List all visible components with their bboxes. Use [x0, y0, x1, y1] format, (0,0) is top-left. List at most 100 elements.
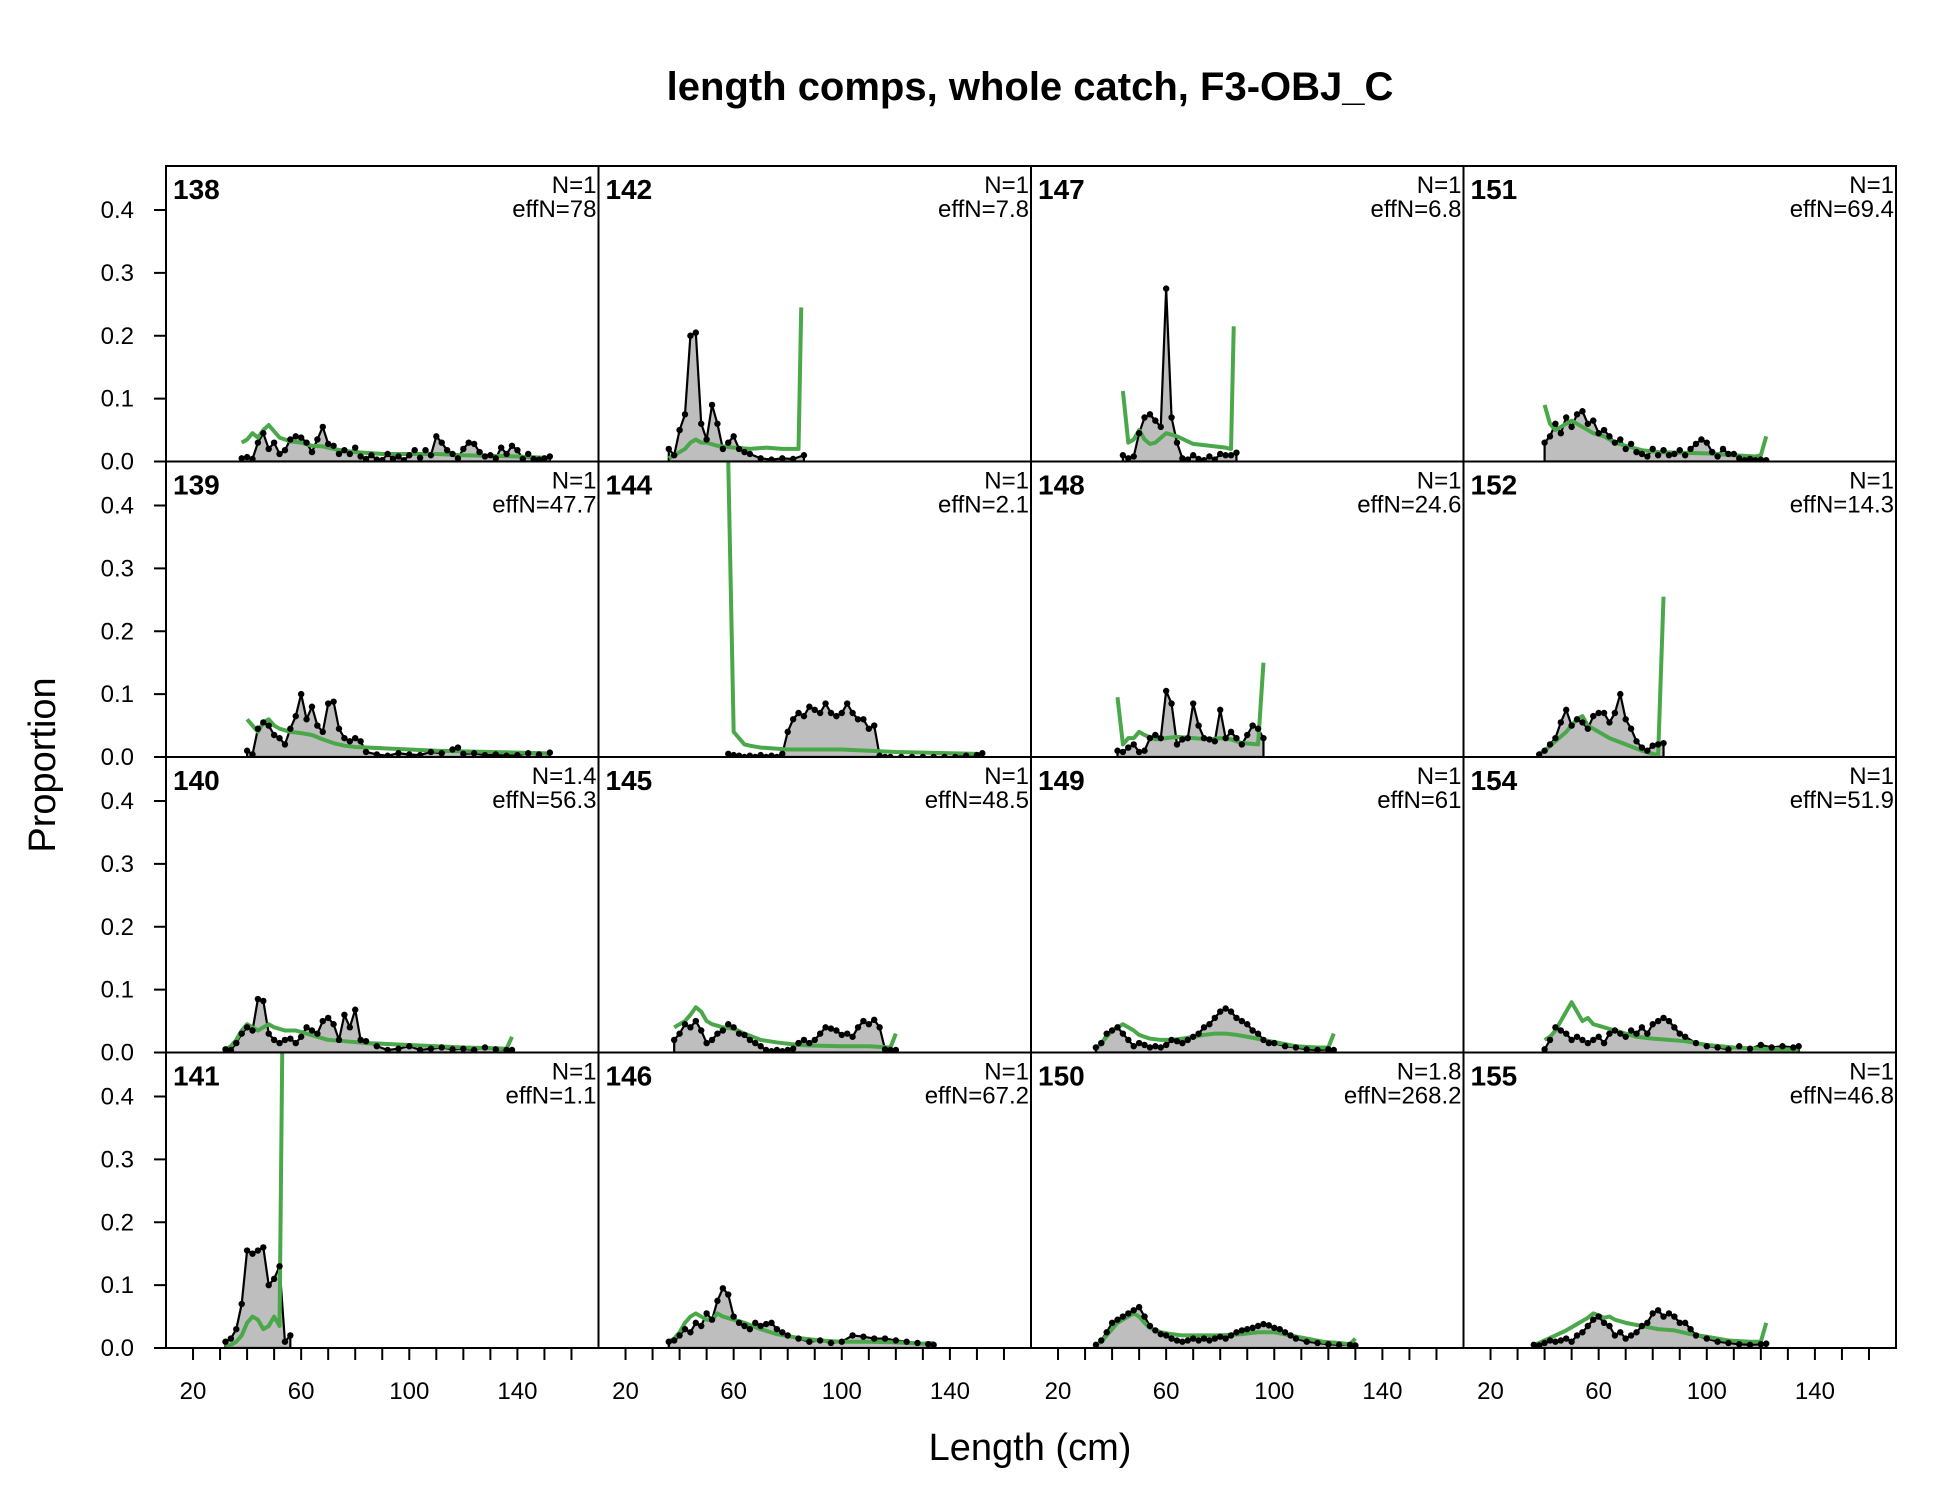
panel-141-observed-point-5 — [249, 1250, 256, 1257]
panel-139-label: 139 — [173, 470, 220, 501]
panel-144-observed-point-8 — [768, 752, 775, 757]
panel-146-observed-point-36 — [930, 1341, 937, 1348]
panel-138-observed-point-45 — [481, 453, 489, 460]
panel-146-x-tick-label-60: 60 — [720, 1378, 747, 1405]
panel-145-observed-point-25 — [806, 1039, 813, 1047]
panel-138-observed-point-42 — [465, 439, 472, 446]
panel-146-observed-point-6 — [698, 1322, 705, 1330]
panel-138-y-tick-label-0: 0.0 — [101, 449, 134, 476]
panel-142-label: 142 — [606, 174, 653, 205]
panel-140-observed-point-24 — [352, 1006, 359, 1013]
panel-142-observed-point-19 — [789, 455, 797, 462]
panel-150-observed-point-36 — [1287, 1332, 1294, 1339]
panel-146-observed-point-8 — [708, 1316, 716, 1323]
panel-138-observed-point-5 — [265, 445, 272, 453]
panel-140-observed-point-18 — [319, 1017, 326, 1025]
panel-154-observed-point-10 — [1595, 1033, 1602, 1040]
panel-154-observed-point-30 — [1725, 1046, 1732, 1053]
panel-150-observed-point-28 — [1244, 1325, 1251, 1333]
panel-140-observed-point-23 — [346, 1024, 354, 1031]
panel-148-observed-point-22 — [1233, 734, 1240, 742]
panel-150-observed-point-35 — [1281, 1329, 1289, 1336]
panel-139-observed-point-25 — [395, 750, 402, 757]
panel-155-observed-point-1 — [1535, 1342, 1543, 1348]
panel-138-observed-point-47 — [492, 455, 499, 462]
panel-152-observed-point-10 — [1590, 712, 1597, 720]
panel-145-observed-point-14 — [746, 1036, 754, 1044]
panel-154-observed-point-11 — [1600, 1039, 1608, 1047]
panel-142-observed-point-20 — [800, 452, 808, 459]
panel-138-observed-point-27 — [384, 450, 391, 458]
panel-150-observed-point-6 — [1125, 1310, 1132, 1317]
panel-144-observed-point-14 — [800, 712, 808, 720]
panel-151-observed-point-18 — [1638, 450, 1646, 458]
panel-142-observed-point-16 — [757, 455, 764, 462]
panel-144-observed-point-1 — [730, 751, 737, 757]
panel-146-observed-point-21 — [779, 1329, 786, 1336]
panel-149-observed-point-18 — [1189, 1033, 1197, 1040]
y-axis-label: Proportion — [22, 677, 64, 852]
panel-155-observed-point-32 — [1714, 1338, 1721, 1345]
panel-148-observed-point-1 — [1119, 748, 1127, 756]
panel-138-observed-point-46 — [487, 452, 494, 459]
panel-139-observed-point-3 — [260, 719, 267, 726]
panel-144-observed-point-37 — [962, 752, 970, 757]
panel-149-observed-point-6 — [1125, 1036, 1132, 1044]
panel-151-observed-point-17 — [1633, 448, 1640, 456]
panel-138-label: 138 — [173, 174, 220, 205]
panel-155-observed-point-0 — [1530, 1341, 1537, 1348]
panel-139-observed-point-11 — [303, 716, 310, 723]
panel-138-observed-point-9 — [287, 436, 294, 443]
panel-152-observed-point-15 — [1617, 690, 1624, 698]
panel-150-x-tick-label-60: 60 — [1153, 1378, 1180, 1405]
panel-141-x-tick-label-20: 20 — [180, 1378, 207, 1405]
panel-152-observed-point-4 — [1557, 719, 1565, 726]
panel-154-observed-point-9 — [1590, 1036, 1597, 1044]
chart-title: length comps, whole catch, F3-OBJ_C — [667, 65, 1394, 109]
panel-148-observed-point-7 — [1152, 731, 1159, 739]
panel-150-observed-point-32 — [1265, 1322, 1273, 1329]
panel-150-x-tick-label-20: 20 — [1045, 1378, 1072, 1405]
panel-144-observed-point-22 — [843, 700, 851, 707]
panel-140-observed-point-4 — [243, 1024, 251, 1031]
panel-147-observed-point-16 — [1206, 453, 1213, 460]
panel-145-observed-point-20 — [779, 1048, 786, 1053]
panel-154-observed-point-14 — [1617, 1030, 1624, 1037]
panel-155-observed-point-8 — [1573, 1332, 1581, 1339]
panel-149-plot-area — [1031, 1005, 1464, 1053]
panel-138-effn-label: effN=78 — [512, 196, 596, 223]
panel-142-observed-point-15 — [746, 450, 754, 458]
panel-140-observed-point-8 — [265, 1030, 272, 1037]
panel-145-observed-point-30 — [833, 1027, 840, 1034]
panel-148-observed-point-23 — [1238, 741, 1246, 748]
panel-139-observed-point-40 — [546, 749, 554, 756]
panel-138-observed-point-16 — [324, 440, 332, 448]
panel-145-observed-point-37 — [871, 1016, 878, 1024]
panel-152-observed-point-21 — [1649, 742, 1656, 749]
panel-145-effn-label: effN=48.5 — [925, 787, 1029, 814]
panel-138-observed-point-35 — [427, 452, 435, 459]
panel-150-observed-point-23 — [1217, 1333, 1224, 1340]
panel-149-observed-point-2 — [1103, 1030, 1110, 1037]
panel-147-observed-point-7 — [1157, 423, 1164, 431]
panel-140-observed-point-16 — [308, 1027, 316, 1034]
panel-138-observed-point-44 — [476, 448, 483, 456]
panel-149-observed-point-22 — [1211, 1014, 1219, 1022]
panel-139-observed-point-38 — [525, 750, 532, 757]
panel-145-observed-point-21 — [784, 1046, 791, 1053]
panel-154-observed-point-5 — [1568, 1036, 1575, 1044]
panel-146-observed-point-9 — [714, 1297, 721, 1305]
panel-139-y-tick-label-1: 0.1 — [101, 681, 134, 708]
panel-152-observed-point-6 — [1568, 722, 1575, 729]
panel-138-observed-point-53 — [525, 450, 532, 458]
panel-140-observed-point-19 — [324, 1014, 332, 1022]
panel-144-observed-point-11 — [784, 728, 791, 736]
panel-155-observed-point-30 — [1692, 1332, 1700, 1339]
panel-151-observed-point-23 — [1665, 452, 1673, 459]
panel-141-effn-label: effN=1.1 — [506, 1083, 597, 1110]
panel-152-observed-point-19 — [1638, 744, 1646, 751]
panel-145-observed-point-27 — [816, 1030, 824, 1037]
panel-148-observed-point-8 — [1157, 734, 1164, 742]
panel-155-observed-point-27 — [1676, 1319, 1683, 1327]
